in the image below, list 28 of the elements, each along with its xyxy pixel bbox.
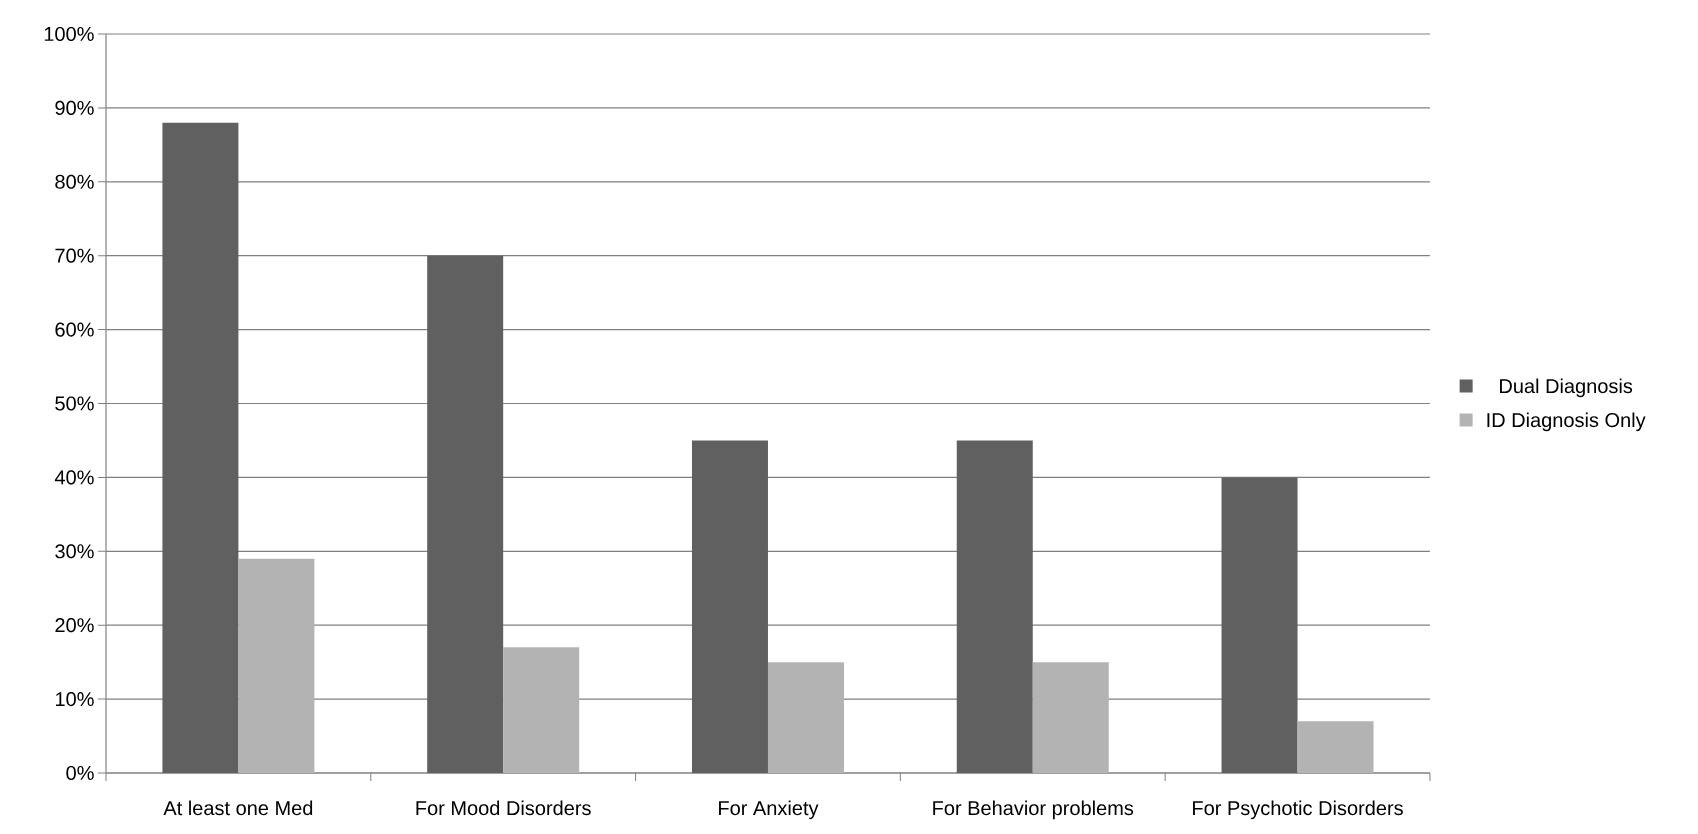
y-tick-label: 80% xyxy=(55,174,94,189)
bar xyxy=(1297,721,1374,773)
y-tick-label: 40% xyxy=(54,470,94,485)
bar xyxy=(1032,662,1109,773)
y-tick-label: 50% xyxy=(55,396,94,411)
bar xyxy=(691,440,768,773)
x-tick-label: At least one Med xyxy=(163,800,313,816)
x-tick-label: For Psychotic Disorders xyxy=(1193,800,1403,820)
y-tick-label: 10% xyxy=(55,692,94,707)
bar xyxy=(767,662,844,773)
y-tick-label: 70% xyxy=(55,248,94,263)
y-tick-label: 90% xyxy=(55,100,94,115)
bar xyxy=(238,558,315,773)
y-tick-label: 100% xyxy=(44,26,94,42)
bar xyxy=(503,647,580,773)
legend-label: Dual Diagnosis xyxy=(1500,378,1633,398)
bar xyxy=(162,122,239,773)
bar xyxy=(427,255,504,773)
bar xyxy=(956,440,1033,773)
bar xyxy=(1221,477,1298,773)
legend-label: ID Diagnosis Only xyxy=(1487,412,1646,432)
y-tick-label: 60% xyxy=(55,322,94,337)
y-tick-label: 0% xyxy=(66,765,94,781)
x-tick-label: For Anxiety xyxy=(719,800,819,820)
x-tick-label: For Behavior problems xyxy=(933,800,1134,820)
y-tick-label: 30% xyxy=(55,544,94,559)
x-tick-label: For Mood Disorders xyxy=(416,800,591,816)
y-tick-label: 20% xyxy=(55,618,94,633)
